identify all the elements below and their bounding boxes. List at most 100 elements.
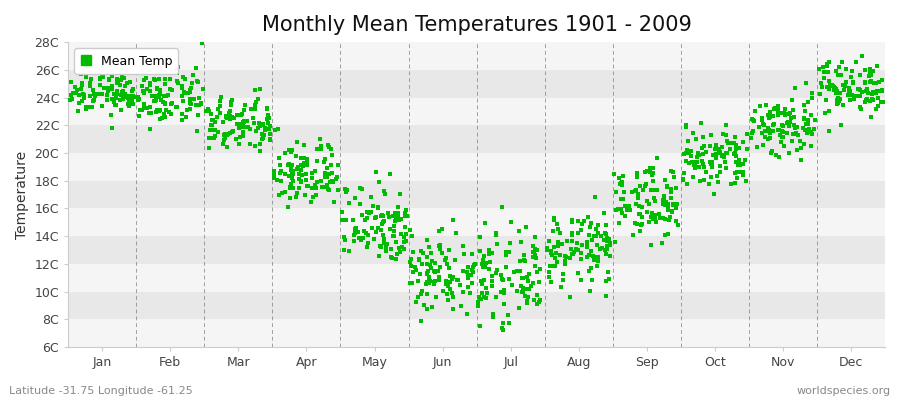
- Point: [235, 133, 249, 140]
- Point: [798, 108, 813, 114]
- Point: [376, 218, 391, 224]
- Point: [184, 101, 199, 107]
- Point: [243, 106, 257, 112]
- Point: [858, 79, 872, 86]
- Point: [310, 146, 325, 152]
- Point: [526, 249, 541, 255]
- Point: [77, 95, 92, 102]
- Point: [598, 250, 613, 257]
- Point: [475, 281, 490, 288]
- Point: [239, 118, 254, 124]
- Point: [176, 73, 191, 80]
- Point: [375, 232, 390, 238]
- Point: [464, 280, 479, 287]
- Point: [387, 232, 401, 239]
- Point: [547, 216, 562, 223]
- Point: [313, 136, 328, 143]
- Point: [382, 171, 397, 177]
- Point: [377, 236, 392, 243]
- Point: [430, 267, 445, 274]
- Point: [369, 168, 383, 175]
- Point: [420, 254, 435, 260]
- Bar: [68, 292, 885, 319]
- Point: [494, 204, 508, 211]
- Point: [655, 200, 670, 207]
- Point: [733, 162, 747, 168]
- Point: [266, 168, 281, 174]
- Point: [386, 233, 400, 239]
- Point: [517, 257, 531, 263]
- Point: [589, 226, 603, 232]
- Point: [772, 126, 787, 133]
- Point: [805, 95, 819, 101]
- Point: [478, 264, 492, 270]
- Point: [600, 238, 615, 244]
- Point: [565, 230, 580, 236]
- Point: [860, 96, 875, 102]
- Point: [839, 78, 853, 85]
- Point: [164, 110, 178, 117]
- Point: [433, 242, 447, 248]
- Point: [784, 114, 798, 121]
- Point: [425, 258, 439, 264]
- Point: [542, 238, 556, 244]
- Point: [94, 90, 109, 97]
- Point: [137, 90, 151, 96]
- Point: [521, 278, 535, 284]
- Point: [729, 141, 743, 148]
- Point: [257, 127, 272, 134]
- Point: [789, 130, 804, 136]
- Point: [740, 131, 754, 137]
- Point: [834, 59, 849, 65]
- Point: [770, 112, 785, 119]
- Point: [446, 290, 460, 296]
- Point: [122, 92, 136, 99]
- Point: [726, 140, 741, 146]
- Point: [392, 217, 407, 224]
- Point: [187, 96, 202, 103]
- Point: [283, 146, 297, 153]
- Point: [389, 239, 403, 245]
- Point: [590, 263, 604, 269]
- Point: [664, 195, 679, 201]
- Point: [616, 189, 631, 195]
- Point: [720, 138, 734, 145]
- Point: [868, 89, 883, 96]
- Point: [310, 179, 324, 185]
- Point: [687, 159, 701, 166]
- Point: [768, 104, 782, 111]
- Point: [788, 122, 802, 128]
- Point: [403, 227, 418, 233]
- Point: [591, 256, 606, 262]
- Point: [789, 147, 804, 154]
- Point: [411, 257, 426, 264]
- Point: [616, 196, 631, 202]
- Point: [355, 212, 369, 218]
- Point: [473, 248, 488, 254]
- Point: [324, 146, 338, 152]
- Point: [208, 119, 222, 125]
- Point: [841, 92, 855, 98]
- Point: [297, 160, 311, 166]
- Point: [107, 91, 122, 97]
- Point: [403, 280, 418, 287]
- Point: [95, 55, 110, 61]
- Point: [454, 302, 469, 309]
- Point: [485, 282, 500, 289]
- Point: [123, 67, 138, 73]
- Point: [394, 244, 409, 250]
- Point: [759, 102, 773, 108]
- Point: [530, 246, 544, 253]
- Point: [728, 170, 742, 176]
- Point: [206, 127, 220, 133]
- Point: [447, 257, 462, 263]
- Point: [574, 242, 589, 248]
- Point: [309, 192, 323, 198]
- Point: [404, 263, 419, 270]
- Point: [183, 89, 197, 96]
- Point: [617, 203, 632, 209]
- Point: [194, 100, 208, 106]
- Point: [238, 124, 252, 130]
- Point: [572, 218, 586, 224]
- Point: [202, 126, 217, 133]
